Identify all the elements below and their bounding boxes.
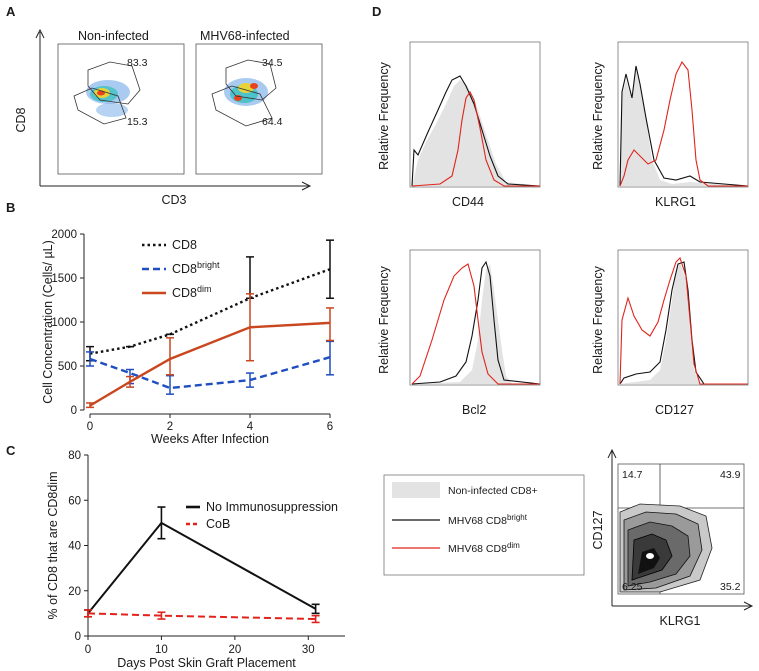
hist-klrg1-xlabel: KLRG1 <box>655 195 696 209</box>
legend-swatch-noninfected <box>392 482 440 498</box>
legend-label-bright: MHV68 CD8bright <box>448 513 528 527</box>
hist-cd44-ylabel: Relative Frequency <box>377 61 391 169</box>
c-xtick-label: 10 <box>155 644 168 656</box>
gate-bottom-infected: 64.4 <box>262 116 283 128</box>
gate-top-noninfected: 83.3 <box>127 57 148 69</box>
hist-cd44-xlabel: CD44 <box>452 195 484 209</box>
c-xtick-label: 20 <box>228 644 241 656</box>
panel-a-title-noninfected: Non-infected <box>78 29 149 43</box>
c-ytick-label: 60 <box>68 495 81 507</box>
c-ytick-label: 20 <box>68 586 81 598</box>
histogram-cd127: Relative Frequency CD127 <box>591 249 749 417</box>
contour-xlabel: KLRG1 <box>660 614 701 628</box>
dot-plot-noninfected: 83.3 15.3 <box>57 43 185 175</box>
c-legend-label-1: CoB <box>206 517 230 531</box>
b-legend-label-1: CD8bright <box>172 260 220 276</box>
histogram-klrg1: Relative Frequency KLRG1 <box>591 41 749 209</box>
b-ytick-label: 2000 <box>51 229 77 241</box>
chart-b: 0 500 1000 1500 2000 0 2 4 6 Weeks After Infectio… <box>41 229 334 446</box>
b-xtick-label: 6 <box>327 421 333 433</box>
histogram-bcl2: Relative Frequency Bcl2 <box>377 249 541 417</box>
quadrant-bottom-right: 35.2 <box>720 581 741 593</box>
panel-a-xlabel: CD3 <box>161 193 186 207</box>
contour-plot-cd127-klrg1: 14.7 43.9 6.25 35.2 CD127 KLRG1 <box>591 448 754 628</box>
panel-a-letter: A <box>6 4 16 19</box>
gate-bottom-noninfected: 15.3 <box>127 116 148 128</box>
legend-label-dim: MHV68 CD8dim <box>448 541 520 555</box>
hist-cd127-ylabel: Relative Frequency <box>591 265 605 373</box>
panel-a-ylabel: CD8 <box>14 107 28 132</box>
c-ytick-label: 80 <box>68 450 81 462</box>
gate-top-infected: 34.5 <box>262 57 283 69</box>
b-xtick-label: 4 <box>247 421 254 433</box>
b-ytick-label: 1500 <box>51 273 77 285</box>
panel-b-letter: B <box>6 200 15 215</box>
c-ytick-label: 40 <box>68 541 81 553</box>
b-ytick-label: 0 <box>71 405 77 417</box>
hist-bcl2-xlabel: Bcl2 <box>462 403 486 417</box>
c-series-line-0 <box>87 521 317 615</box>
b-series-line-2 <box>89 321 331 407</box>
c-xlabel: Days Post Skin Graft Placement <box>117 656 296 670</box>
b-series-line-1 <box>89 356 331 390</box>
legend-d: Non-infected CD8+ MHV68 CD8bright MHV68 … <box>383 474 585 576</box>
panel-a-axes <box>35 28 312 191</box>
hist-bcl2-ylabel: Relative Frequency <box>377 265 391 373</box>
quadrant-bottom-left: 6.25 <box>622 581 643 593</box>
b-ytick-label: 1000 <box>51 317 77 329</box>
c-series-line-1 <box>87 612 316 621</box>
contour-ylabel: CD127 <box>591 511 605 550</box>
chart-c: 0 20 40 60 80 0 10 20 30 Days Post Skin Graft Pla… <box>46 450 345 670</box>
c-xtick-label: 30 <box>302 644 315 656</box>
panel-d-letter: D <box>372 4 381 19</box>
quadrant-top-left: 14.7 <box>622 469 643 481</box>
b-series-line-0 <box>89 268 331 355</box>
histogram-cd44: Relative Frequency CD44 <box>377 41 541 209</box>
legend-label-noninfected: Non-infected CD8+ <box>448 485 538 497</box>
dot-plot-infected: 34.5 64.4 <box>195 43 323 175</box>
b-legend-label-2: CD8dim <box>172 284 212 300</box>
b-xlabel: Weeks After Infection <box>151 432 269 446</box>
b-ytick-label: 500 <box>58 361 77 373</box>
panel-a-title-infected: MHV68-infected <box>200 29 290 43</box>
b-xtick-label: 0 <box>87 421 93 433</box>
hist-klrg1-ylabel: Relative Frequency <box>591 61 605 169</box>
b-ylabel: Cell Concentration (Cells/ µL) <box>41 240 55 404</box>
b-legend-label-0: CD8 <box>172 238 197 252</box>
panel-c-letter: C <box>6 443 16 458</box>
quadrant-top-right: 43.9 <box>720 469 741 481</box>
c-xtick-label: 0 <box>85 644 91 656</box>
hist-cd127-xlabel: CD127 <box>655 403 694 417</box>
c-ylabel: % of CD8 that are CD8dim <box>46 472 60 620</box>
c-ytick-label: 0 <box>75 631 81 643</box>
b-xtick-label: 2 <box>167 421 173 433</box>
c-legend-label-0: No Immunosuppression <box>206 500 338 514</box>
